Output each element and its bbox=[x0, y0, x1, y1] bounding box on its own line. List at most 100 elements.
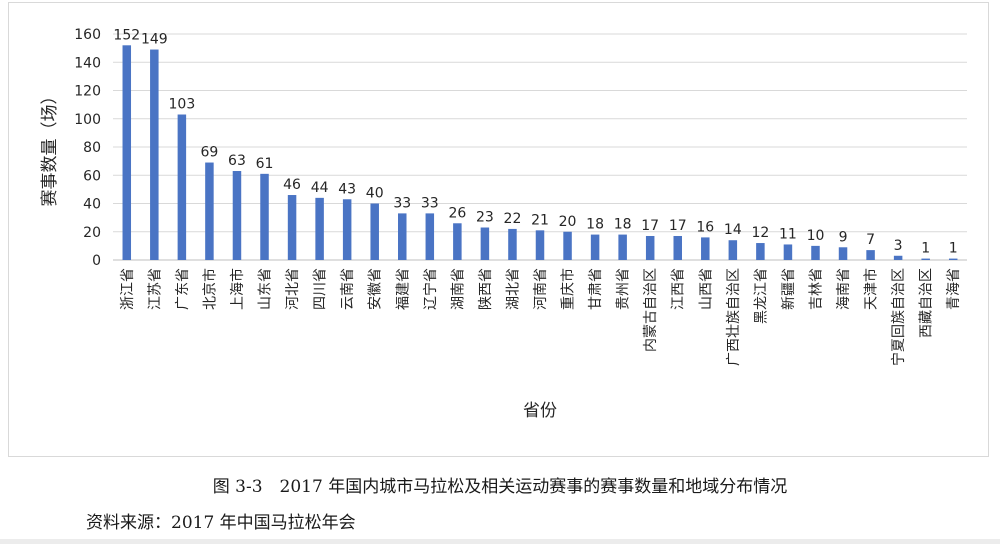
category-label: 江西省 bbox=[671, 268, 687, 310]
data-label: 17 bbox=[669, 218, 687, 234]
data-label: 40 bbox=[366, 186, 384, 202]
bar bbox=[866, 250, 875, 260]
data-label: 14 bbox=[724, 222, 742, 238]
bar bbox=[425, 213, 435, 260]
bar bbox=[838, 247, 848, 260]
category-label: 重庆市 bbox=[560, 268, 577, 310]
category-label: 西藏自治区 bbox=[919, 268, 935, 338]
category-label: 广东省 bbox=[175, 268, 191, 310]
data-label: 33 bbox=[421, 195, 439, 211]
category-label: 贵州省 bbox=[616, 268, 632, 310]
category-label: 山东省 bbox=[258, 268, 274, 310]
data-label: 23 bbox=[476, 210, 494, 226]
y-tick-label: 40 bbox=[83, 197, 101, 213]
data-label: 10 bbox=[807, 228, 825, 244]
category-label: 上海市 bbox=[229, 268, 246, 310]
y-tick-label: 120 bbox=[74, 84, 101, 100]
bar bbox=[260, 173, 269, 260]
data-label: 18 bbox=[614, 217, 632, 233]
data-label: 149 bbox=[141, 32, 168, 48]
bar bbox=[618, 234, 627, 260]
y-tick-label: 140 bbox=[74, 55, 101, 71]
data-label: 1 bbox=[921, 241, 930, 257]
data-label: 7 bbox=[866, 232, 875, 248]
bar bbox=[563, 231, 572, 260]
category-label: 江苏省 bbox=[147, 268, 163, 310]
bar bbox=[590, 234, 600, 260]
data-label: 46 bbox=[283, 177, 301, 193]
bar bbox=[480, 227, 490, 260]
data-label: 9 bbox=[839, 229, 848, 245]
chart-frame: 0 20 40 60 80 100 120 140 160 赛事数量（场） 152 浙江省 149 江苏省… bbox=[8, 2, 989, 457]
bar bbox=[453, 223, 462, 260]
data-label: 11 bbox=[779, 226, 797, 242]
data-label: 63 bbox=[228, 153, 246, 169]
y-axis-title: 赛事数量（场） bbox=[39, 88, 60, 207]
data-label: 69 bbox=[201, 145, 219, 161]
bar bbox=[921, 258, 930, 260]
bar bbox=[177, 114, 187, 260]
bar bbox=[508, 228, 517, 260]
data-label: 44 bbox=[311, 180, 329, 196]
data-label: 18 bbox=[586, 217, 604, 233]
category-label: 河北省 bbox=[285, 268, 301, 310]
category-label: 吉林省 bbox=[808, 268, 824, 310]
category-label: 黑龙江省 bbox=[753, 268, 769, 324]
category-label: 山西省 bbox=[698, 268, 714, 310]
category-label: 天津市 bbox=[863, 268, 880, 310]
data-label: 26 bbox=[448, 205, 466, 221]
source-note: 资料来源：2017 年中国马拉松年会 bbox=[86, 513, 356, 533]
bottom-strip bbox=[0, 539, 1000, 544]
bar bbox=[948, 258, 958, 260]
category-label: 海南省 bbox=[836, 268, 852, 310]
data-label: 20 bbox=[559, 214, 577, 230]
bar bbox=[287, 195, 297, 260]
y-tick-label: 100 bbox=[74, 112, 101, 128]
bar bbox=[756, 243, 765, 260]
data-label: 21 bbox=[531, 212, 549, 228]
category-label: 辽宁省 bbox=[422, 268, 439, 310]
data-label: 61 bbox=[256, 156, 274, 172]
y-tick-label: 60 bbox=[83, 168, 101, 184]
bar bbox=[370, 203, 379, 260]
category-label: 内蒙古自治区 bbox=[643, 268, 659, 352]
category-label: 云南省 bbox=[340, 268, 356, 310]
data-label: 43 bbox=[338, 181, 356, 197]
category-label: 浙江省 bbox=[120, 268, 136, 310]
bar bbox=[232, 171, 242, 260]
data-label: 17 bbox=[641, 218, 659, 234]
data-label: 103 bbox=[169, 97, 196, 113]
bar bbox=[342, 199, 352, 260]
data-label: 16 bbox=[696, 219, 714, 235]
category-label: 广西壮族自治区 bbox=[726, 268, 742, 366]
y-tick-label: 20 bbox=[83, 225, 101, 241]
category-label: 陕西省 bbox=[478, 268, 494, 310]
bar bbox=[811, 245, 820, 260]
bar bbox=[205, 162, 214, 260]
bar bbox=[645, 235, 655, 260]
bar bbox=[122, 45, 132, 260]
data-label: 33 bbox=[393, 195, 411, 211]
data-label: 22 bbox=[504, 211, 522, 227]
y-tick-label: 160 bbox=[74, 27, 101, 43]
category-label: 甘肃省 bbox=[588, 268, 604, 310]
bar bbox=[673, 235, 682, 260]
category-label: 北京市 bbox=[201, 268, 218, 310]
bar bbox=[535, 230, 545, 260]
data-label: 12 bbox=[751, 225, 769, 241]
bar bbox=[728, 240, 738, 260]
bar bbox=[893, 255, 903, 260]
category-label: 河南省 bbox=[533, 268, 549, 310]
category-label: 湖南省 bbox=[450, 268, 466, 310]
bar bbox=[783, 244, 793, 260]
bar bbox=[315, 197, 324, 260]
y-tick-label: 0 bbox=[92, 253, 101, 269]
bar bbox=[150, 49, 159, 260]
category-label: 新疆省 bbox=[781, 268, 797, 310]
figure-caption: 图 3-3 2017 年国内城市马拉松及相关运动赛事的赛事数量和地域分布情况 bbox=[212, 477, 788, 497]
category-label: 宁夏回族自治区 bbox=[890, 268, 907, 366]
bar bbox=[398, 213, 407, 260]
bar-chart: 020406080100120140160赛事数量（场）152浙江省149江苏省… bbox=[39, 27, 967, 421]
data-label: 152 bbox=[113, 27, 140, 43]
data-label: 1 bbox=[949, 241, 958, 257]
